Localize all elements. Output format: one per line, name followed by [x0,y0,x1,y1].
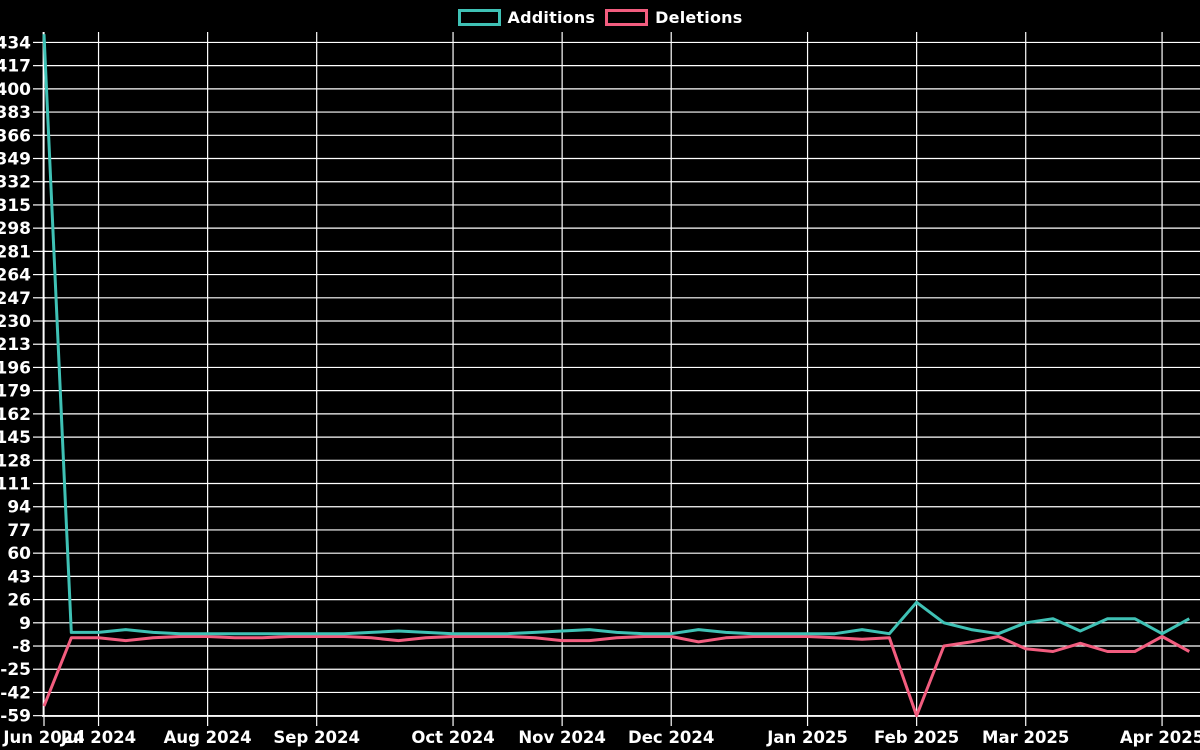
legend-item-deletions: Deletions [605,8,742,27]
x-tick-label: Sep 2024 [273,728,360,747]
y-tick-label: 230 [0,312,31,332]
x-tick-label: Apr 2025 [1120,728,1200,747]
y-tick-label: 383 [0,103,31,123]
x-tick-label: Jun 2024 [2,728,84,747]
y-tick-label: 162 [0,405,31,425]
y-tick-label: 94 [7,498,31,518]
x-tick-label: Nov 2024 [518,728,606,747]
x-tick-label: Jul 2024 [60,728,136,747]
y-tick-label: 9 [19,614,31,634]
axis-tick-labels: 434 417 400 383 366 349 332 315 298 281 264 247 230 2… [0,33,1200,747]
x-tick-label: Jan 2025 [766,728,848,747]
y-tick-label: 315 [0,196,31,216]
y-tick-label: 400 [0,80,31,100]
additions-legend-swatch [457,9,501,26]
x-tick-label: Dec 2024 [628,728,714,747]
y-tick-label: 366 [0,126,31,146]
axes [42,32,1200,717]
y-tick-label: -25 [0,660,31,680]
deletions-legend-swatch [605,9,649,26]
y-tick-label: 247 [0,289,31,309]
y-tick-label: 196 [0,358,31,378]
x-tick-label: Mar 2025 [982,728,1069,747]
y-tick-label: 145 [0,428,31,448]
additions-line [42,34,1191,636]
x-tick-label: Aug 2024 [164,728,252,747]
y-tick-label: 264 [0,266,31,286]
x-tick-label: Oct 2024 [411,728,494,747]
y-tick-label: 111 [0,475,31,495]
y-tick-label: 128 [0,451,31,471]
additions-legend-label: Additions [507,8,596,27]
y-tick-label: 60 [7,544,31,564]
legend-item-additions: Additions [457,8,596,27]
y-tick-label: 213 [0,335,31,355]
deletions-line [42,635,1191,718]
y-tick-label: 298 [0,219,31,239]
x-tick-label: Feb 2025 [874,728,959,747]
chart-legend: Additions Deletions [0,8,1200,27]
y-tick-label: 417 [0,57,31,77]
y-tick-label: 26 [7,591,31,611]
y-tick-label: 77 [7,521,31,541]
y-tick-label: -8 [12,637,31,657]
y-tick-label: 43 [7,567,31,587]
deletions-legend-label: Deletions [655,8,743,27]
y-tick-label: -42 [0,683,31,703]
y-tick-label: 434 [0,33,31,53]
y-tick-label: 349 [0,150,31,170]
y-tick-label: 281 [0,242,31,262]
y-tick-label: 332 [0,173,31,193]
y-tick-label: 179 [0,382,31,402]
y-tick-label: -59 [0,707,31,727]
